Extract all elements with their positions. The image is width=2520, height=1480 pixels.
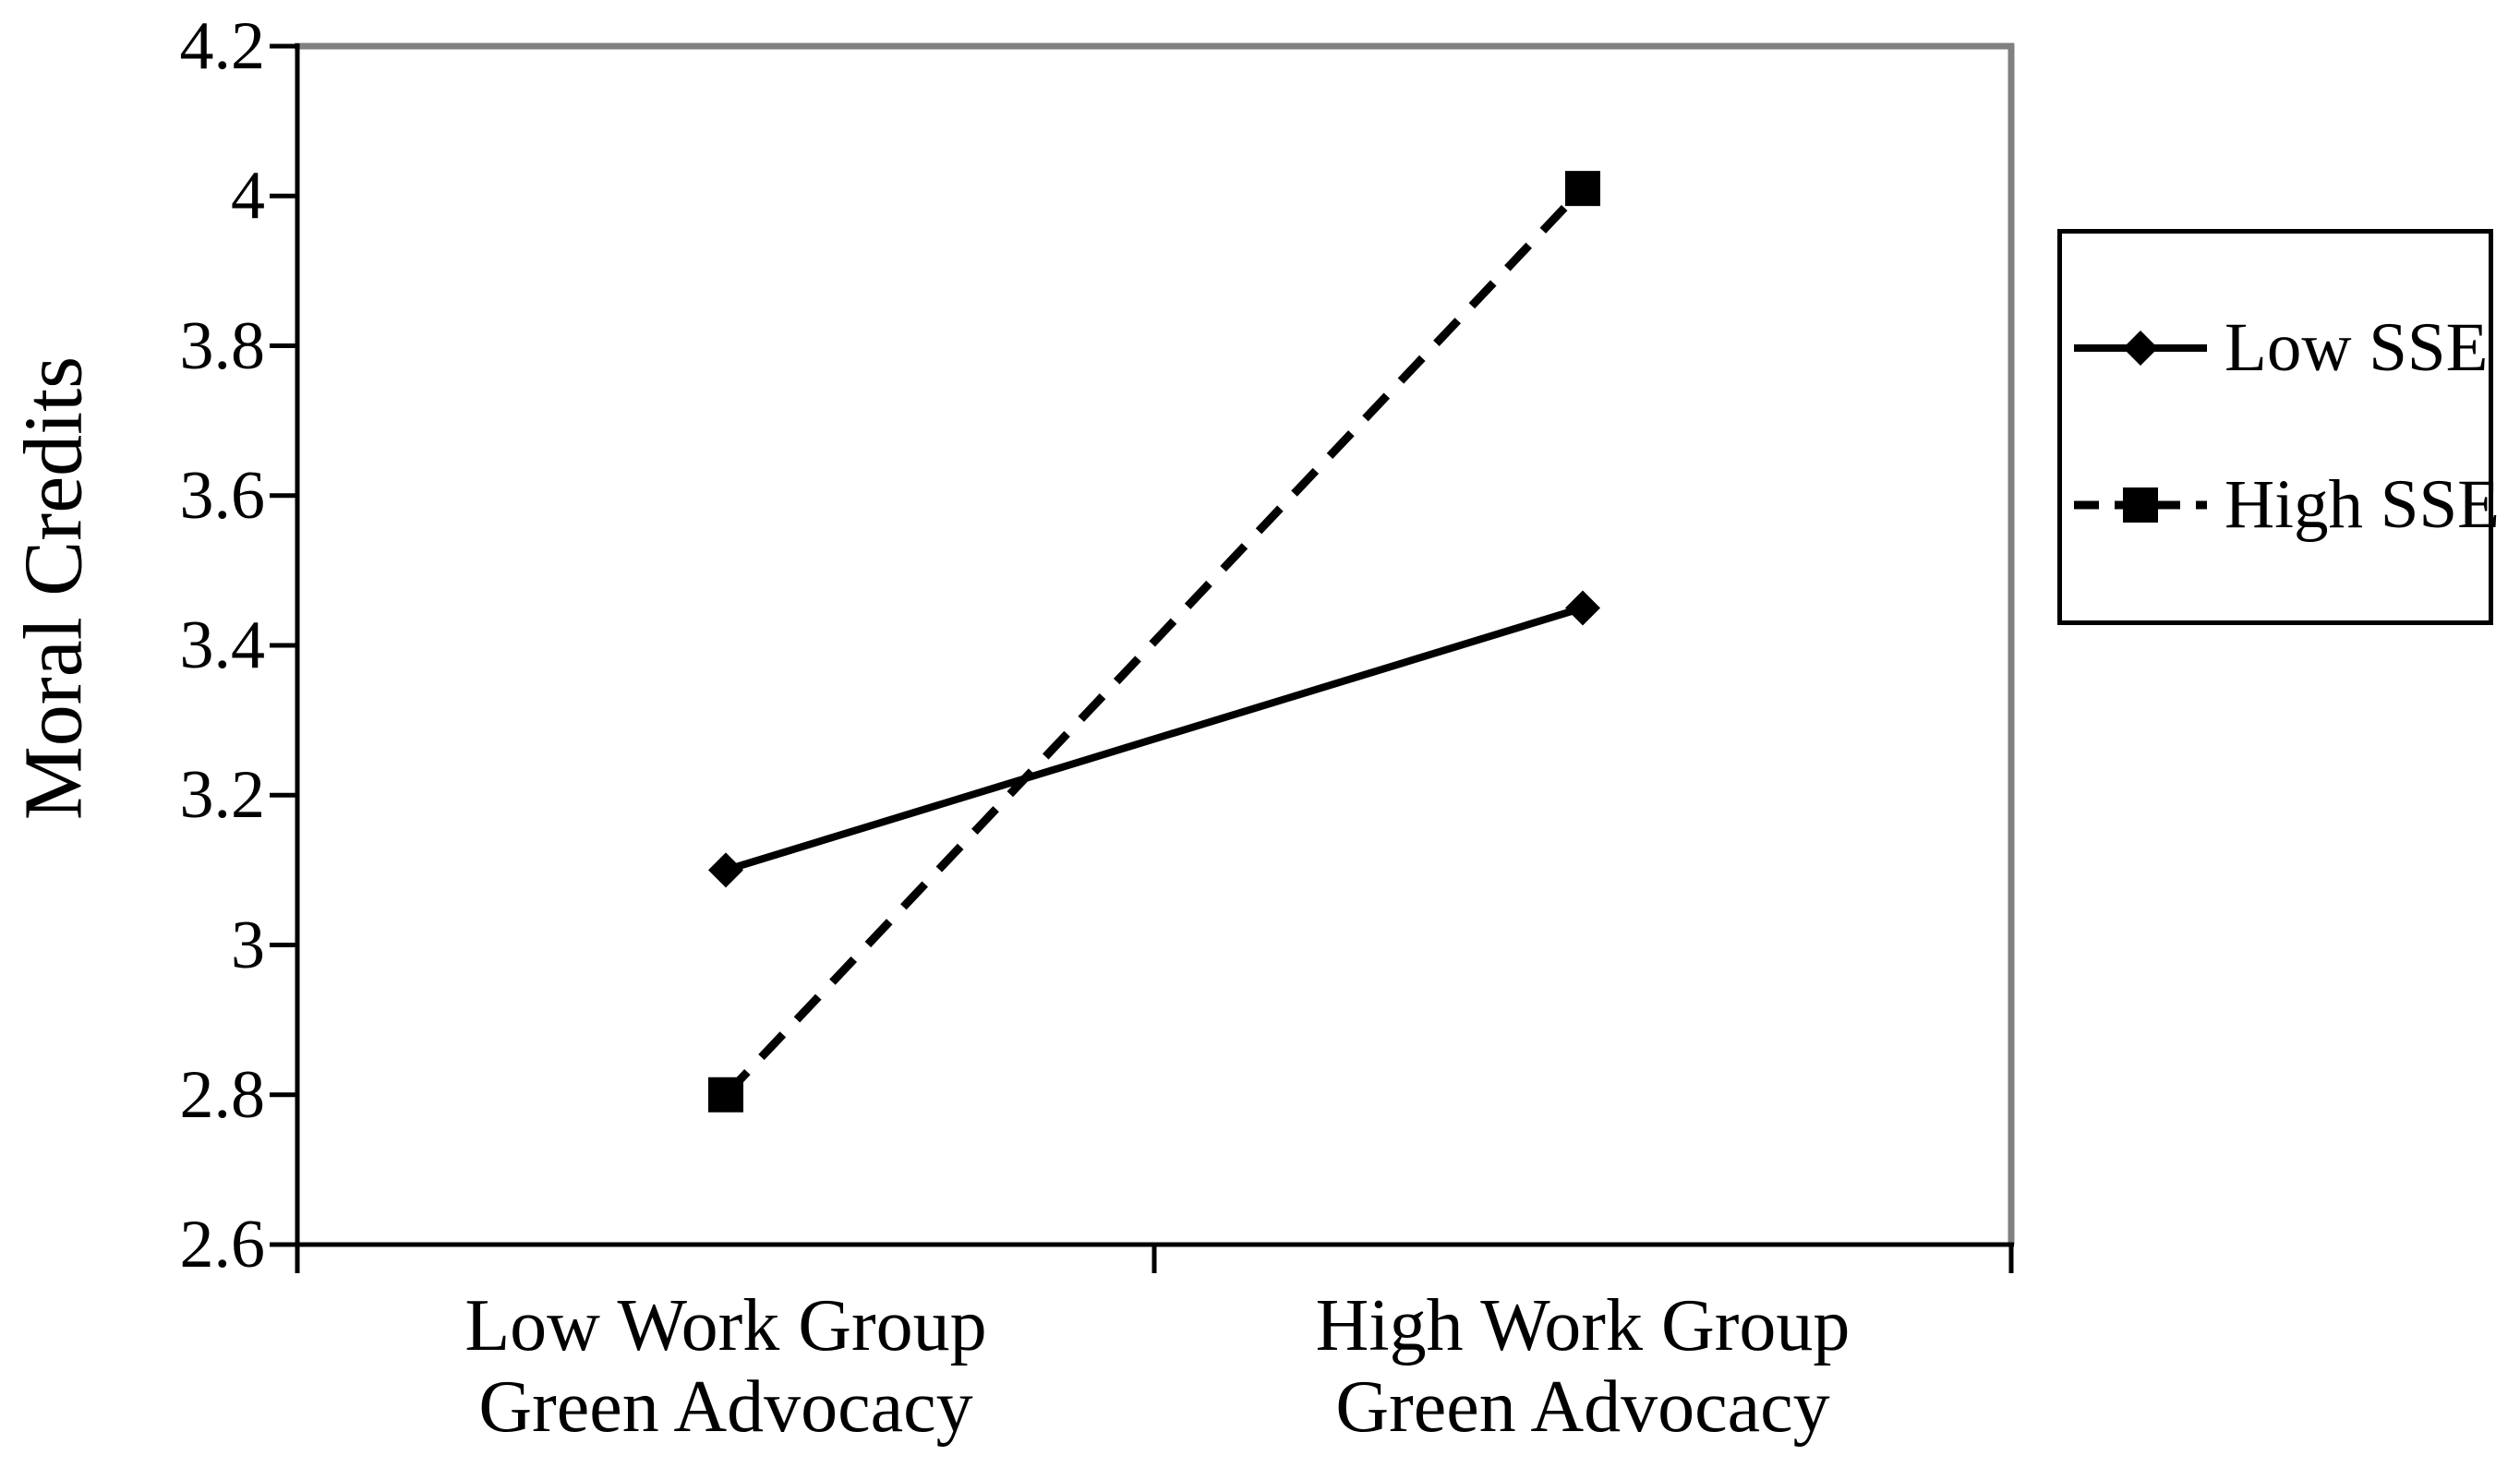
square-marker [1565, 171, 1600, 207]
legend-dashed-square-icon [2074, 487, 2207, 523]
y-axis-tick-label: 4 [231, 158, 265, 235]
legend-entry-high-sse: High SSE [2071, 466, 2500, 543]
y-axis-tick-label: 4.2 [179, 8, 266, 84]
y-axis-tick-label: 3.8 [179, 307, 266, 384]
legend: Low SSE High SSE [2057, 229, 2500, 625]
x-category-label-high: High Work Group Green Advocacy [1315, 1285, 1851, 1448]
legend-label-high-sse: High SSE [2225, 466, 2500, 543]
series-line-low-sse [724, 604, 1585, 874]
diamond-marker [708, 852, 743, 888]
legend-label-low-sse: Low SSE [2225, 309, 2489, 386]
y-axis-tick-label: 3.6 [179, 457, 266, 534]
square-marker [708, 1077, 743, 1113]
y-axis-tick-label: 3.2 [179, 757, 266, 834]
y-axis-tick-label: 2.6 [179, 1207, 266, 1282]
y-axis-title: Moral Credits [7, 355, 100, 821]
legend-solid-diamond-icon [2074, 331, 2207, 366]
y-axis-tick-label: 3 [231, 907, 265, 983]
series-line-high-sse [722, 186, 1586, 1098]
x-category-label-low: Low Work Group Green Advocacy [464, 1285, 987, 1448]
y-axis-tick-label: 2.8 [179, 1056, 266, 1133]
y-axis-tick-label: 3.4 [179, 608, 266, 683]
legend-entry-low-sse: Low SSE [2071, 309, 2489, 386]
diamond-marker [1565, 590, 1600, 626]
